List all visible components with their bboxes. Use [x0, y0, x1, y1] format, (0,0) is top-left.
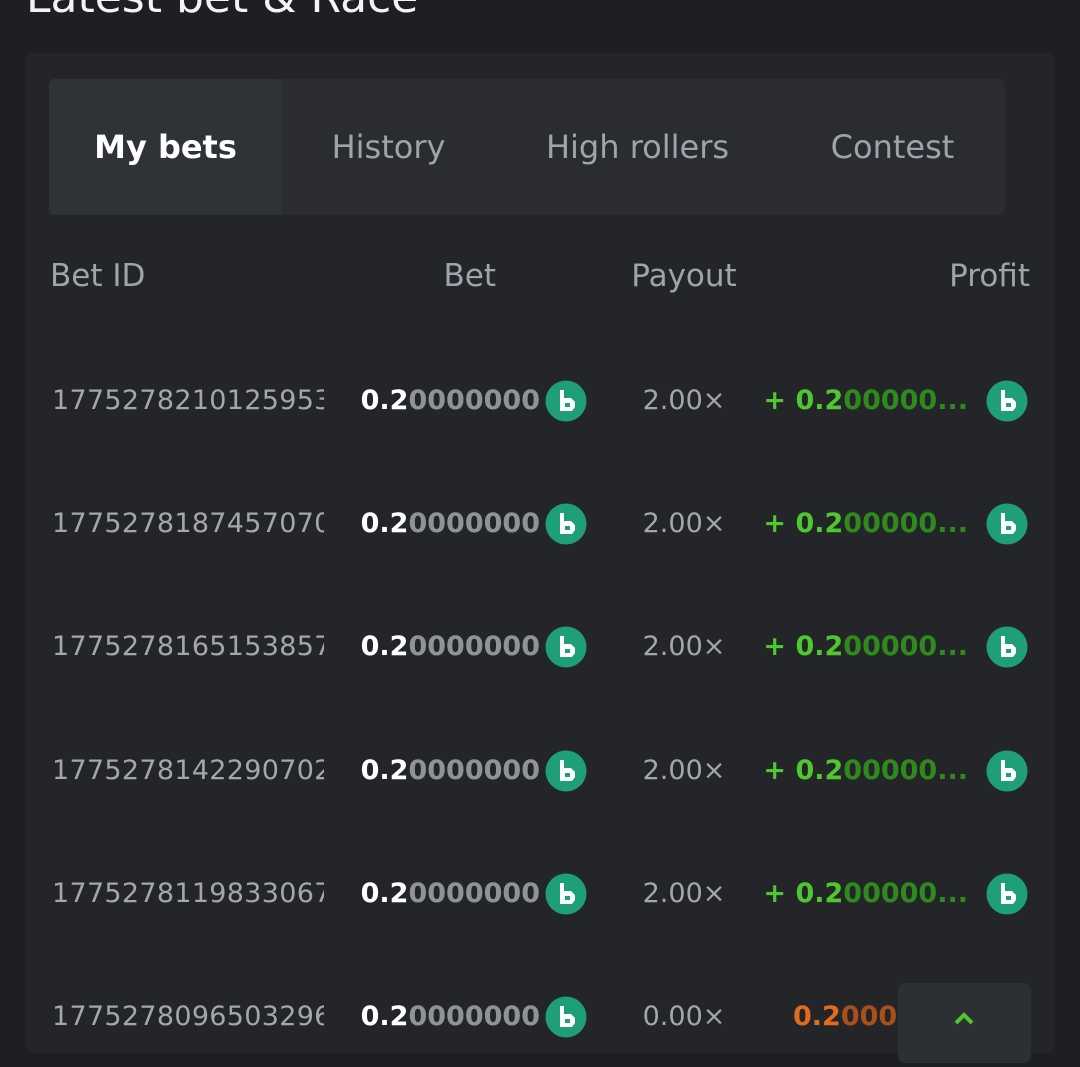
profit-lead: + 0.2 [763, 385, 844, 416]
profit-rest: 00000... [843, 385, 968, 416]
payout: 2.00× [642, 385, 726, 416]
profit-lead: + 0.2 [763, 631, 844, 663]
coin-icon [986, 626, 1028, 668]
tab[interactable]: High rollers [545, 128, 730, 166]
coin-icon [986, 750, 1028, 792]
profit-lead: + 0.2 [763, 508, 844, 540]
payout: 2.00× [642, 754, 726, 786]
coin-icon [545, 626, 587, 668]
bet-amount: 0.20000000 [340, 627, 540, 667]
bet-id: 1775278165153857 [52, 631, 324, 663]
coin-icon [986, 380, 1028, 422]
page: Latest bet & Race My bets History High rol… [26, 0, 1031, 1063]
payout: 2.00× [642, 508, 726, 540]
bet-rest: 0000000 [408, 877, 540, 909]
bet-lead: 0.2 [360, 385, 409, 416]
tab[interactable]: Contest [830, 128, 955, 166]
bet-amount: 0.20000000 [340, 751, 540, 791]
bet-amount: 0.20000000 [340, 381, 540, 421]
coin-icon [545, 996, 587, 1038]
profit-rest: 000 [840, 1001, 898, 1032]
coin-icon [545, 503, 587, 545]
bet-amount: 0.20000000 [340, 504, 540, 544]
payout: 2.00× [642, 877, 726, 909]
bet-id: 1775278119833067 [52, 877, 324, 909]
bet-amount: 0.20000000 [340, 997, 540, 1037]
column-header: Payout [631, 258, 737, 294]
bet-rest: 0000000 [408, 385, 540, 416]
bet-lead: 0.2 [360, 1001, 409, 1032]
payout: 2.00× [642, 631, 726, 663]
coin-icon [545, 873, 587, 915]
coin-icon [986, 873, 1028, 915]
coin-icon [545, 380, 587, 422]
profit-rest: 00000... [843, 508, 968, 540]
column-header: Profit [949, 258, 1030, 294]
profit-lead: + 0.2 [763, 877, 844, 909]
column-header: Bet [443, 258, 497, 294]
column-header: Bet ID [50, 258, 146, 294]
profit-rest: 00000... [843, 631, 968, 663]
tab[interactable]: History [331, 128, 446, 166]
bet-lead: 0.2 [360, 508, 409, 540]
section-title: Latest bet & Race [26, 0, 418, 23]
scroll-top-button[interactable] [898, 983, 1031, 1063]
payout: 0.00× [642, 1001, 726, 1032]
bet-rest: 0000000 [408, 508, 540, 540]
profit-rest: 00000... [843, 877, 968, 909]
bet-rest: 0000000 [408, 631, 540, 663]
bet-id: 1775278210125953 [52, 385, 324, 416]
bet-id: 1775278142290702 [52, 754, 324, 786]
coin-icon [986, 503, 1028, 545]
profit-rest: 00000... [843, 754, 968, 786]
bets-panel [25, 53, 1055, 1053]
bet-lead: 0.2 [360, 877, 409, 909]
tab[interactable]: My bets [49, 79, 282, 215]
profit: + 0.200000... [740, 381, 968, 421]
coin-icon [545, 750, 587, 792]
profit: + 0.200000... [740, 627, 968, 667]
bet-rest: 0000000 [408, 1001, 540, 1032]
profit-lead: + 0.2 [763, 754, 844, 786]
bet-lead: 0.2 [360, 631, 409, 663]
bet-id: 1775278187457070 [52, 508, 324, 540]
bet-lead: 0.2 [360, 754, 409, 786]
profit: + 0.200000... [740, 751, 968, 791]
bet-rest: 0000000 [408, 754, 540, 786]
bet-id: 1775278096503296 [52, 1001, 324, 1032]
profit: + 0.200000... [740, 504, 968, 544]
profit: + 0.200000... [740, 874, 968, 914]
profit-lead: 0.2 [793, 1001, 841, 1032]
arrow-icon [954, 1012, 974, 1025]
bet-amount: 0.20000000 [340, 874, 540, 914]
